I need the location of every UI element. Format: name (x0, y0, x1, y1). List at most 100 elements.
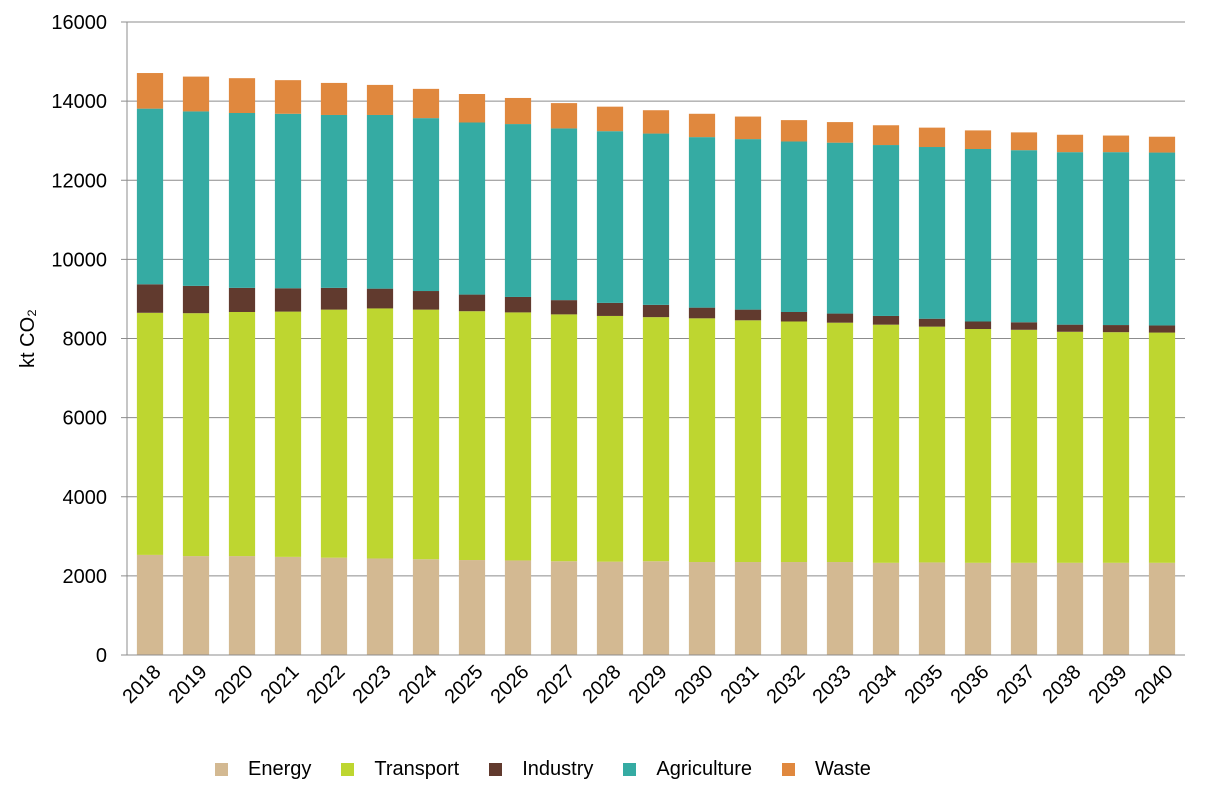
bar-segment-agriculture-2037 (1010, 150, 1038, 323)
bar-segment-industry-2032 (780, 311, 808, 322)
x-tick-label: 2028 (579, 661, 626, 708)
bar-segment-waste-2038 (1056, 134, 1084, 153)
bar-segment-industry-2033 (826, 313, 854, 323)
y-tick-label: 14000 (51, 91, 107, 113)
legend-item-energy: Energy (215, 758, 311, 781)
bar-segment-agriculture-2034 (872, 145, 900, 316)
x-tick-label: 2019 (165, 661, 212, 708)
bar-segment-waste-2036 (964, 130, 992, 149)
x-tick-label: 2027 (533, 661, 580, 708)
y-tick-label: 6000 (63, 408, 108, 430)
legend-swatch (623, 762, 637, 776)
x-tick-label: 2022 (303, 661, 350, 708)
bar-segment-agriculture-2023 (366, 114, 394, 289)
bar-segment-waste-2034 (872, 125, 900, 146)
bar-segment-industry-2026 (504, 296, 532, 313)
bar-segment-energy-2029 (642, 561, 670, 655)
bar-segment-agriculture-2038 (1056, 152, 1084, 325)
bar-segment-energy-2027 (550, 561, 578, 655)
bar-segment-waste-2040 (1148, 136, 1176, 153)
bar-segment-transport-2018 (136, 312, 164, 555)
bar-segment-agriculture-2039 (1102, 152, 1130, 326)
bar-segment-industry-2019 (182, 285, 210, 314)
bar-segment-energy-2038 (1056, 562, 1084, 655)
x-tick-label: 2036 (947, 661, 994, 708)
bar-segment-transport-2025 (458, 311, 486, 561)
bar-segment-waste-2027 (550, 103, 578, 129)
bar-segment-industry-2031 (734, 309, 762, 321)
x-tick-label: 2023 (349, 661, 396, 708)
bar-segment-waste-2031 (734, 116, 762, 140)
bar-segment-industry-2021 (274, 288, 302, 312)
x-tick-label: 2033 (809, 661, 856, 708)
bar-segment-agriculture-2036 (964, 148, 992, 322)
bar-segment-transport-2026 (504, 312, 532, 561)
bar-segment-agriculture-2018 (136, 108, 164, 285)
bar-segment-energy-2034 (872, 562, 900, 655)
x-tick-label: 2040 (1131, 661, 1178, 708)
x-tick-label: 2030 (671, 661, 718, 708)
bar-segment-agriculture-2031 (734, 139, 762, 310)
bar-segment-waste-2035 (918, 127, 946, 148)
x-tick-label: 2038 (1039, 661, 1086, 708)
bar-segment-agriculture-2029 (642, 133, 670, 305)
bar-segment-transport-2019 (182, 313, 210, 557)
bar-segment-waste-2022 (320, 82, 348, 115)
x-tick-labels: 2018201920202021202220232024202520262027… (119, 661, 1178, 708)
x-tick-label: 2025 (441, 661, 488, 708)
bar-segment-waste-2028 (596, 106, 624, 132)
bar-segment-industry-2030 (688, 307, 716, 319)
bar-segment-industry-2035 (918, 318, 946, 327)
legend-swatch (781, 762, 795, 776)
bars (136, 73, 1176, 655)
x-tick-label: 2032 (763, 661, 810, 708)
y-axis-label: kt CO₂ (17, 309, 39, 368)
bar-segment-transport-2032 (780, 321, 808, 563)
legend-label: Agriculture (656, 757, 752, 780)
bar-segment-industry-2037 (1010, 322, 1038, 330)
bar-segment-industry-2023 (366, 288, 394, 309)
bar-segment-waste-2032 (780, 120, 808, 142)
bar-segment-energy-2019 (182, 556, 210, 655)
bar-segment-waste-2025 (458, 94, 486, 123)
bar-segment-transport-2027 (550, 314, 578, 562)
bar-segment-agriculture-2021 (274, 113, 302, 289)
bar-segment-transport-2031 (734, 320, 762, 563)
bar-segment-industry-2028 (596, 302, 624, 316)
bar-segment-energy-2026 (504, 560, 532, 655)
bar-segment-energy-2021 (274, 556, 302, 655)
bar-segment-agriculture-2032 (780, 141, 808, 312)
x-tick-label: 2037 (993, 661, 1040, 708)
bar-segment-agriculture-2022 (320, 114, 348, 288)
bar-segment-energy-2033 (826, 562, 854, 655)
legend-item-agriculture: Agriculture (623, 758, 752, 781)
bar-segment-waste-2037 (1010, 132, 1038, 151)
legend-item-waste: Waste (781, 758, 871, 781)
bar-segment-transport-2024 (412, 309, 440, 560)
y-tick-label: 12000 (51, 170, 107, 192)
x-tick-label: 2034 (855, 661, 902, 708)
bar-segment-agriculture-2024 (412, 118, 440, 292)
legend-item-industry: Industry (489, 758, 593, 781)
y-tick-label: 2000 (63, 566, 108, 588)
bar-segment-energy-2035 (918, 562, 946, 655)
bar-segment-agriculture-2028 (596, 131, 624, 303)
bar-segment-agriculture-2019 (182, 111, 210, 286)
bar-segment-energy-2018 (136, 554, 164, 655)
bar-segment-agriculture-2040 (1148, 152, 1176, 326)
bar-segment-agriculture-2033 (826, 142, 854, 314)
bar-segment-industry-2022 (320, 287, 348, 310)
bar-segment-transport-2037 (1010, 329, 1038, 563)
y-tick-label: 16000 (51, 12, 107, 34)
bar-segment-waste-2021 (274, 80, 302, 114)
bar-segment-transport-2030 (688, 318, 716, 563)
x-tick-label: 2018 (119, 661, 166, 708)
bar-segment-energy-2024 (412, 559, 440, 655)
bar-segment-industry-2039 (1102, 325, 1130, 333)
x-tick-label: 2035 (901, 661, 948, 708)
bar-segment-industry-2018 (136, 284, 164, 313)
bar-segment-waste-2018 (136, 73, 164, 109)
bar-segment-agriculture-2025 (458, 122, 486, 295)
bar-segment-transport-2029 (642, 317, 670, 562)
